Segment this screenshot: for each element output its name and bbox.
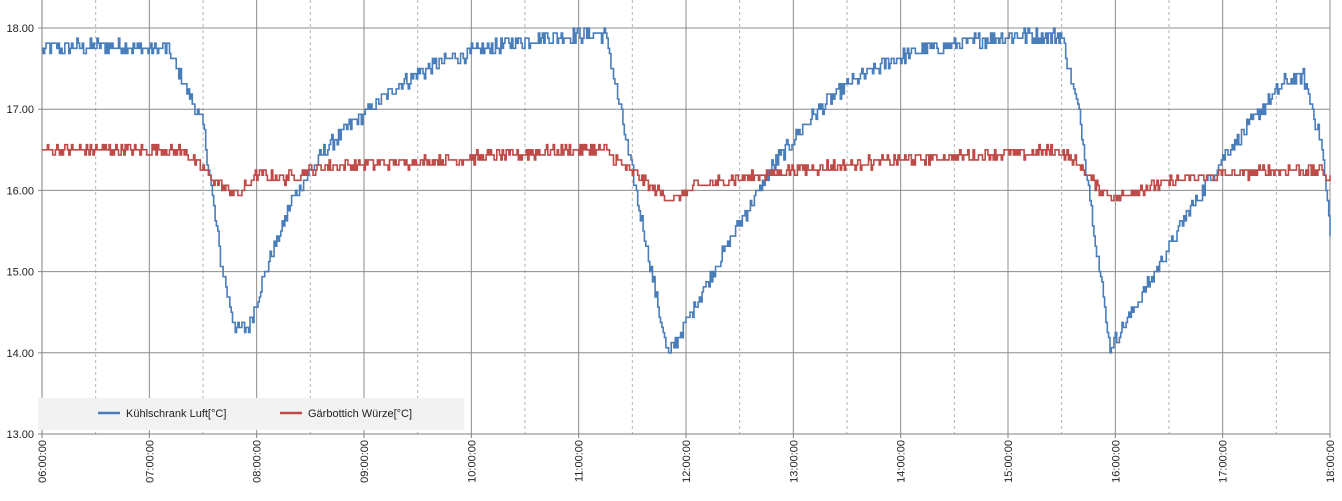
x-tick-label: 07:00:00 bbox=[144, 440, 156, 483]
x-tick-label: 06:00:00 bbox=[37, 440, 49, 483]
series-layer bbox=[42, 27, 1331, 354]
x-tick-label: 11:00:00 bbox=[574, 440, 586, 482]
grid-layer bbox=[41, 0, 1331, 435]
x-tick-label: 12:00:00 bbox=[681, 440, 693, 483]
x-tick-label: 17:00:00 bbox=[1218, 440, 1230, 483]
legend-label: Kühlschrank Luft[°C] bbox=[126, 408, 226, 420]
y-tick-label: 13.00 bbox=[6, 429, 34, 441]
x-tick-label: 18:00:00 bbox=[1325, 440, 1337, 483]
y-tick-label: 17.00 bbox=[6, 104, 34, 116]
y-tick-label: 14.00 bbox=[6, 348, 34, 360]
legend-label: Gärbottich Würze[°C] bbox=[308, 408, 412, 420]
x-tick-label: 14:00:00 bbox=[896, 440, 908, 483]
x-tick-label: 15:00:00 bbox=[1003, 440, 1015, 483]
legend: Kühlschrank Luft[°C] Gärbottich Würze[°C] bbox=[38, 398, 464, 430]
axes-layer: 13.00 14.00 15.00 16.00 17.00 18.00 06:00:00 07… bbox=[6, 0, 1337, 483]
x-tick-label: 10:00:00 bbox=[466, 440, 478, 483]
series-line-gaerbottich-wuerze bbox=[42, 143, 1331, 202]
x-tick-label: 16:00:00 bbox=[1110, 440, 1122, 483]
x-tick-label: 09:00:00 bbox=[359, 440, 371, 483]
x-tick-label: 08:00:00 bbox=[252, 440, 264, 483]
y-tick-label: 16.00 bbox=[6, 185, 34, 197]
x-tick-label: 13:00:00 bbox=[788, 440, 800, 483]
y-tick-label: 18.00 bbox=[6, 23, 34, 35]
series-line-kuehlschrank-luft bbox=[42, 27, 1331, 354]
y-tick-label: 15.00 bbox=[6, 267, 34, 279]
